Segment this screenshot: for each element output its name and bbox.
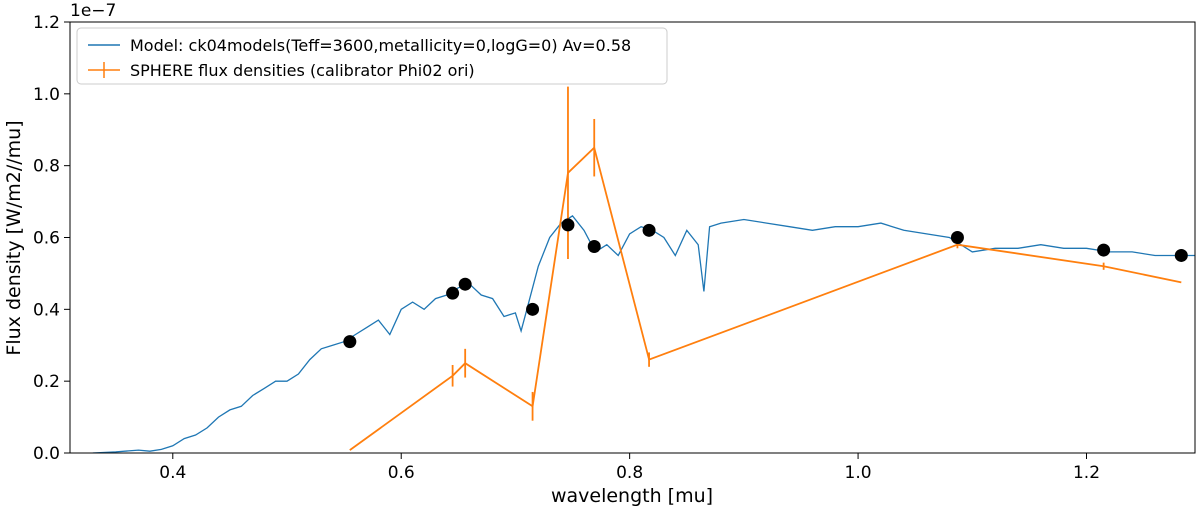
y-tick-label: 0.8 bbox=[33, 157, 60, 177]
y-tick-label: 0.0 bbox=[33, 444, 60, 464]
plot-area bbox=[92, 86, 1195, 453]
y-ticks: 0.0 0.2 0.4 0.6 0.8 1.0 1.2 bbox=[33, 13, 70, 464]
axes bbox=[69, 21, 1196, 454]
plot-series bbox=[92, 86, 1195, 453]
photometry-point bbox=[343, 335, 357, 349]
sphere-flux-line bbox=[349, 145, 1182, 451]
photometry-point bbox=[642, 223, 656, 237]
y-tick-label: 0.4 bbox=[33, 300, 60, 320]
y-tick-label: 1.0 bbox=[33, 85, 60, 105]
photometry-point bbox=[950, 231, 964, 244]
photometry-point bbox=[446, 286, 460, 300]
photometry-point bbox=[561, 218, 575, 232]
legend-model-label: Model: ck04models(Teff=3600,metallicity=… bbox=[130, 36, 631, 55]
legend: Model: ck04models(Teff=3600,metallicity=… bbox=[76, 27, 668, 85]
x-ticks: 0.4 0.6 0.8 1.0 1.2 bbox=[159, 453, 1100, 483]
x-tick-label: 1.0 bbox=[845, 463, 872, 483]
legend-sphere-label: SPHERE flux densities (calibrator Phi02 … bbox=[130, 61, 475, 80]
axes-frame bbox=[69, 21, 1196, 454]
photometry-point bbox=[1097, 243, 1111, 257]
photometry-point bbox=[526, 302, 540, 316]
legend-box bbox=[76, 27, 668, 85]
x-tick-label: 0.6 bbox=[388, 463, 415, 483]
x-tick-label: 0.4 bbox=[159, 463, 186, 483]
photometry-point bbox=[587, 239, 601, 253]
y-tick-label: 0.6 bbox=[33, 229, 60, 249]
photometry-point bbox=[1174, 248, 1188, 262]
x-tick-label: 0.8 bbox=[616, 463, 643, 483]
photometry-point bbox=[458, 277, 472, 291]
model-spectrum-line bbox=[92, 215, 1195, 453]
y-offset-text: 1e−7 bbox=[70, 1, 116, 21]
y-tick-label: 0.2 bbox=[33, 372, 60, 392]
y-tick-label: 1.2 bbox=[33, 13, 60, 33]
x-tick-label: 1.2 bbox=[1073, 463, 1100, 483]
x-axis-label: wavelength [mu] bbox=[551, 485, 713, 507]
y-axis-label: Flux density [W/m2//mu] bbox=[3, 120, 25, 355]
